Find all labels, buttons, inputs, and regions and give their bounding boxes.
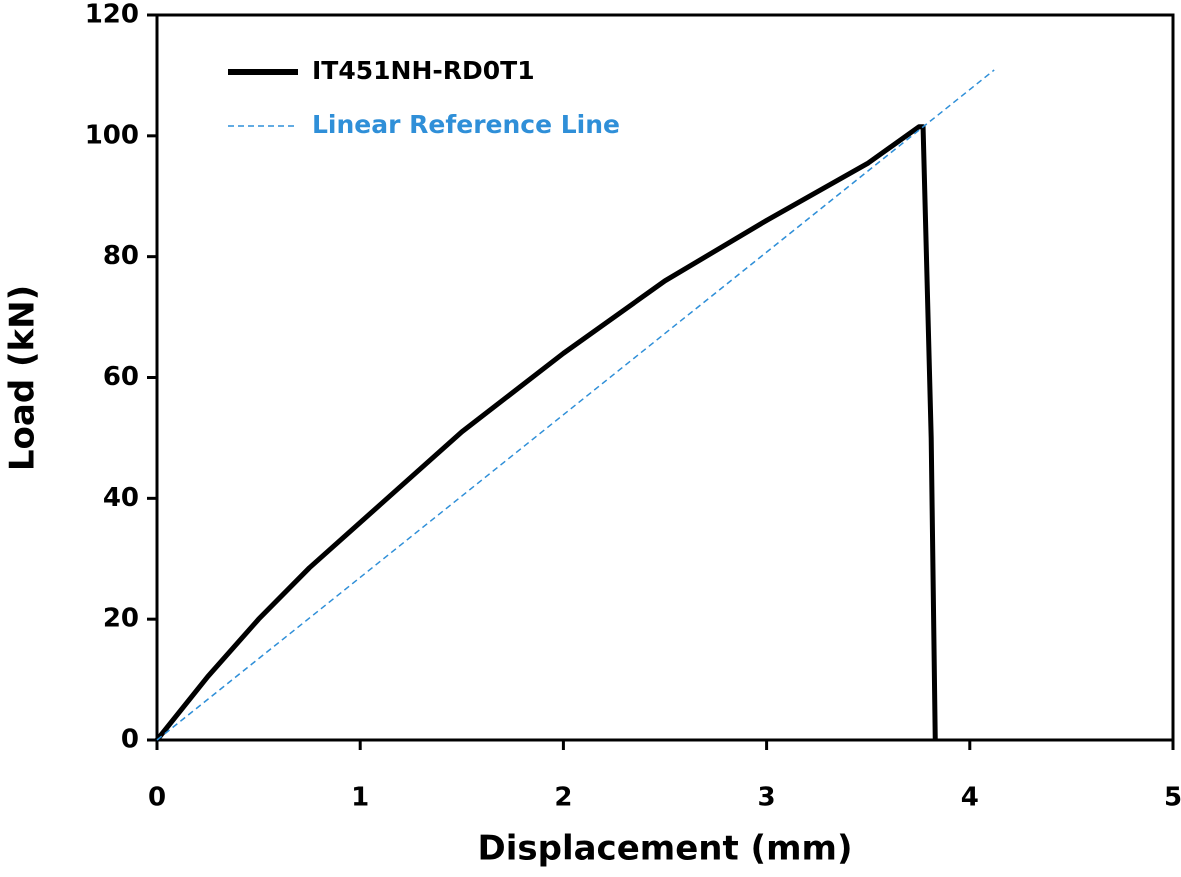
x-tick-label: 3 — [758, 783, 776, 813]
plot-frame — [155, 13, 1175, 742]
x-tick-label: 5 — [1164, 783, 1181, 813]
y-tick-label: 120 — [85, 0, 139, 30]
x-tick-label: 1 — [351, 783, 369, 813]
x-tick-label: 2 — [554, 783, 572, 813]
y-axis-label: Load (kN) — [3, 285, 43, 471]
y-tick-label: 20 — [103, 604, 139, 634]
x-tick-label: 0 — [148, 783, 166, 813]
x-axis-label: Displacement (mm) — [478, 829, 853, 869]
y-tick-label: 60 — [103, 362, 139, 392]
y-tick-label: 0 — [121, 725, 139, 755]
legend-label: Linear Reference Line — [312, 110, 620, 139]
legend-label: IT451NH-RD0T1 — [312, 56, 535, 85]
series-line — [155, 124, 938, 742]
y-tick-label: 100 — [85, 120, 139, 150]
x-tick-label: 4 — [961, 783, 979, 813]
y-tick-label: 80 — [103, 241, 139, 271]
series-line — [156, 69, 995, 741]
y-tick-label: 40 — [103, 483, 139, 513]
